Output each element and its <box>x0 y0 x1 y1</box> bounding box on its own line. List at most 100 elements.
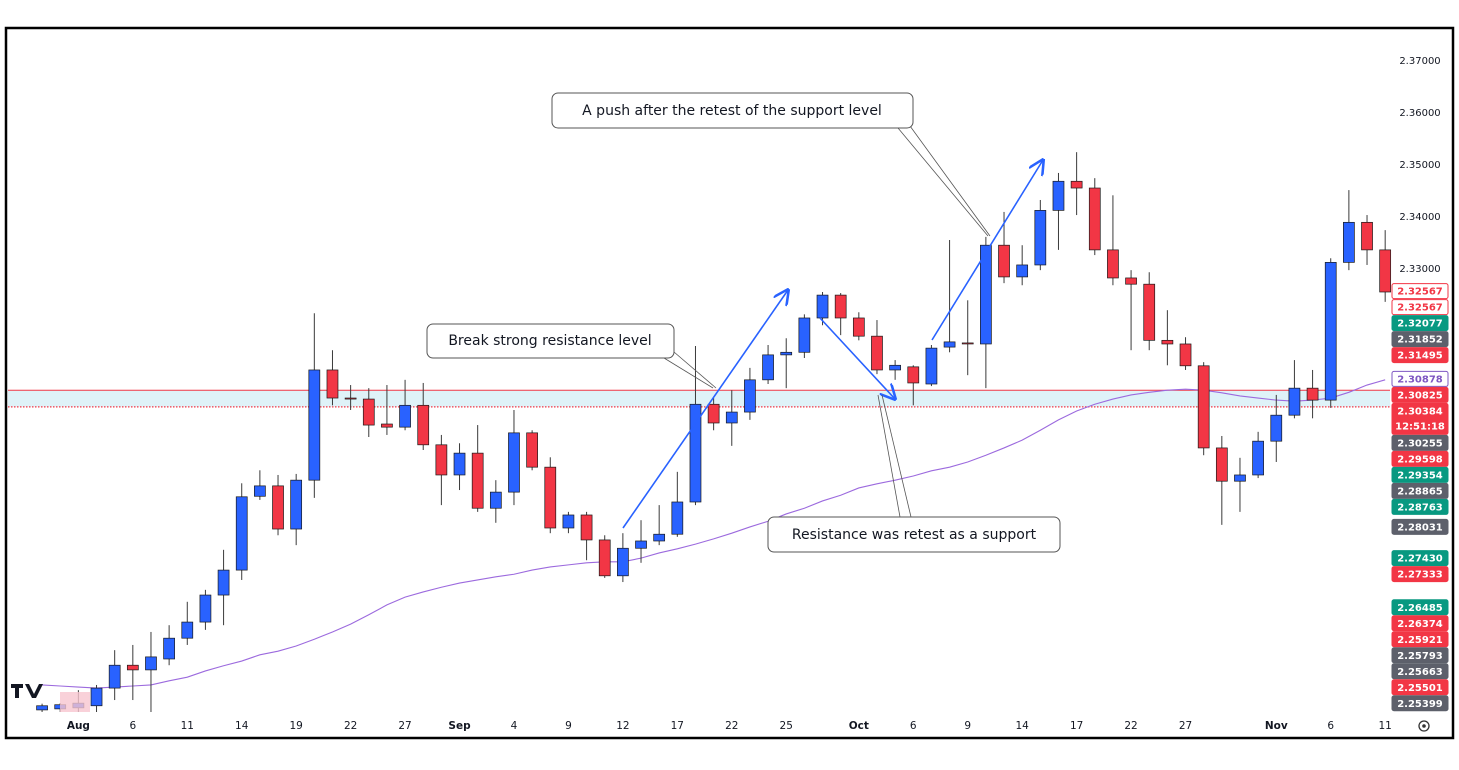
callout-box <box>767 516 1061 553</box>
candle-body <box>1052 180 1065 211</box>
x-tick-label: 9 <box>964 720 971 732</box>
callout-text: A push after the retest of the support l… <box>582 103 882 119</box>
candle-body <box>744 379 756 413</box>
callout-leader <box>881 394 912 518</box>
candle-body <box>834 294 847 319</box>
price-label: 2.27333 <box>1397 570 1443 581</box>
candle-body <box>381 423 393 428</box>
callout-leader <box>909 125 991 237</box>
price-label-box <box>1391 679 1449 696</box>
candle-body <box>961 342 974 345</box>
candle-body <box>580 514 593 541</box>
candle-body <box>1016 264 1029 278</box>
price-label-box <box>1391 695 1449 712</box>
candle-body <box>235 496 248 571</box>
price-label-box <box>1391 550 1449 567</box>
x-tick-label: 11 <box>1378 720 1391 732</box>
price-label: 2.29354 <box>1397 470 1443 481</box>
candle-body <box>1107 249 1119 279</box>
price-label-box <box>1391 466 1449 483</box>
candle-body <box>217 569 230 596</box>
candle-body <box>544 466 557 529</box>
candle-body <box>1343 221 1355 263</box>
candle-body <box>1288 387 1301 416</box>
candle-body <box>1088 187 1101 251</box>
price-label-box <box>1391 331 1449 348</box>
candle-body <box>816 294 829 319</box>
candle-body <box>435 444 448 476</box>
price-label: 2.32077 <box>1397 319 1443 330</box>
candle-body <box>943 341 956 348</box>
candle-body <box>1270 414 1283 442</box>
price-label: 2.26485 <box>1397 603 1443 614</box>
candle-body <box>453 452 466 476</box>
price-label-box <box>1391 647 1449 664</box>
x-tick-label: Aug <box>67 720 90 732</box>
x-tick-label: Nov <box>1265 720 1288 732</box>
candle-body <box>399 404 411 428</box>
price-label-box <box>1391 434 1449 451</box>
candle-body <box>725 411 738 424</box>
candle-body <box>290 479 303 530</box>
settings-icon[interactable] <box>1418 720 1430 732</box>
price-label: 2.25793 <box>1397 651 1443 662</box>
price-label: 2.27430 <box>1397 554 1443 565</box>
price-label-box <box>1391 482 1449 499</box>
price-label: 2.28763 <box>1397 502 1443 513</box>
candle-body <box>272 485 284 530</box>
x-tick-label: 17 <box>1070 720 1083 732</box>
candle-body <box>925 347 938 385</box>
price-label-box <box>1391 386 1449 403</box>
price-label: 2.32567 <box>1397 287 1443 298</box>
callout-leader <box>673 351 717 389</box>
callout-leader <box>897 127 989 237</box>
trend-arrow <box>622 290 788 529</box>
trend-arrow <box>931 160 1043 341</box>
price-label: 2.25501 <box>1397 683 1443 694</box>
price-label: 2.30878 <box>1397 374 1443 385</box>
x-tick-label: 14 <box>1015 720 1029 732</box>
candle-body <box>707 403 720 424</box>
price-label-box <box>1391 663 1449 680</box>
candle-body <box>199 594 212 623</box>
candle-body <box>145 656 157 671</box>
candle-body <box>36 705 48 711</box>
y-tick-label: 2.36000 <box>1399 108 1440 119</box>
price-label-box <box>1391 299 1449 316</box>
candle-body <box>90 687 103 707</box>
candle-body <box>471 452 484 509</box>
y-tick-label: 2.37000 <box>1399 56 1440 67</box>
y-tick-label: 2.35000 <box>1399 160 1440 171</box>
settings-icon-dot[interactable] <box>1422 724 1426 728</box>
candle-body <box>871 335 883 371</box>
price-label: 2.26374 <box>1397 619 1443 630</box>
price-label: 2.31495 <box>1397 351 1443 362</box>
candle-body <box>635 540 647 549</box>
candle-body <box>1252 440 1264 476</box>
callout-leader <box>877 394 901 518</box>
candle-body <box>1034 210 1047 266</box>
candle-body <box>1234 474 1246 482</box>
logo-highlight <box>60 692 90 712</box>
price-label: 2.28031 <box>1397 522 1443 533</box>
price-label-box <box>1391 370 1449 387</box>
x-tick-label: 6 <box>129 720 136 732</box>
price-label: 2.29598 <box>1397 454 1443 465</box>
candle-body <box>1143 283 1156 341</box>
candle-body <box>889 364 901 371</box>
candle-body <box>344 397 357 400</box>
candle-body <box>181 621 194 639</box>
candle-body <box>998 244 1010 278</box>
candle-body <box>1179 343 1192 367</box>
candle-body <box>1306 387 1319 401</box>
candle-body <box>798 317 811 353</box>
x-tick-label: Sep <box>448 720 471 732</box>
moving-average-line <box>42 379 1386 689</box>
x-tick-label: 11 <box>181 720 194 732</box>
x-tick-label: 14 <box>235 720 249 732</box>
candle-body <box>1361 221 1373 251</box>
chart-frame <box>4 26 1455 740</box>
candle-body <box>254 485 266 497</box>
